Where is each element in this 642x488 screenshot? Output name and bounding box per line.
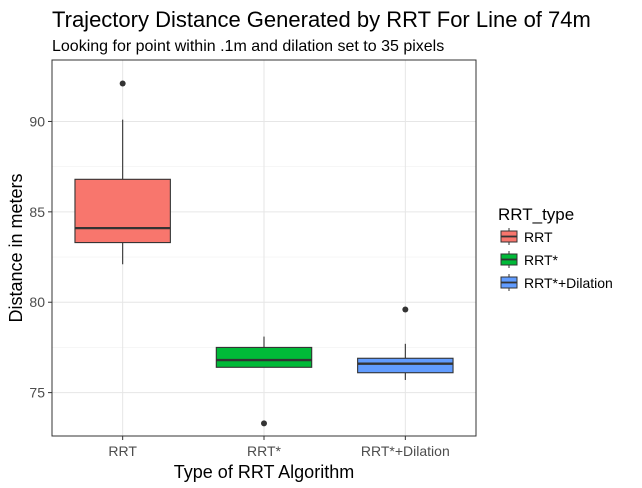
- y-axis-title: Distance in meters: [6, 173, 26, 322]
- y-tick-label: 75: [29, 385, 45, 401]
- box-body: [74, 178, 171, 244]
- box-rrt: [74, 80, 171, 265]
- outlier-point: [119, 80, 126, 87]
- boxes: [74, 80, 454, 427]
- x-tick-label: RRT: [108, 443, 137, 459]
- chart-subtitle: Looking for point within .1m and dilatio…: [52, 38, 444, 55]
- y-tick-label: 85: [29, 204, 45, 220]
- outlier-point: [402, 306, 409, 313]
- chart-title: Trajectory Distance Generated by RRT For…: [52, 7, 591, 32]
- x-tick-label: RRT*: [247, 443, 282, 459]
- legend-label: RRT: [524, 229, 553, 245]
- legend-label: RRT*+Dilation: [524, 275, 613, 291]
- legend-key: [500, 251, 518, 268]
- legend-title: RRT_type: [498, 205, 574, 224]
- legend-label: RRT*: [524, 252, 559, 268]
- legend-key: [500, 274, 518, 291]
- box-body: [357, 357, 454, 374]
- y-tick-label: 80: [29, 294, 45, 310]
- x-axis-title: Type of RRT Algorithm: [174, 462, 354, 482]
- x-tick-label: RRT*+Dilation: [361, 443, 450, 459]
- box-body: [215, 346, 313, 368]
- box-rrt-dilation: [357, 306, 454, 380]
- legend-key: [500, 228, 518, 245]
- outlier-point: [261, 420, 267, 427]
- legend: RRT_type RRT RRT* RRT*+Dilation: [498, 205, 613, 291]
- box-rrt-: [215, 336, 313, 427]
- y-tick-label: 90: [29, 113, 45, 129]
- axes: 75 80 85 90 RRT RRT* RRT*+Dilation: [29, 113, 449, 459]
